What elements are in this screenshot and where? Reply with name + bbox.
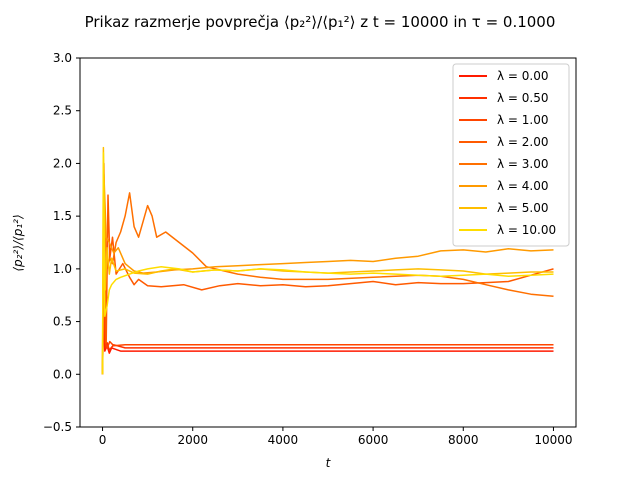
series-line-0: [101, 310, 554, 375]
legend-label: λ = 4.00: [497, 179, 549, 193]
y-tick-label: 1.0: [53, 262, 72, 276]
series-line-1: [101, 289, 554, 375]
series-line-7: [101, 152, 554, 375]
x-tick-label: 8000: [448, 433, 479, 447]
legend-label: λ = 1.00: [497, 113, 549, 127]
legend: λ = 0.00 λ = 0.50 λ = 1.00 λ = 2.00 λ = 3.00…: [452, 63, 570, 247]
y-tick-label: 2.5: [53, 104, 72, 118]
x-tick-label: 2000: [177, 433, 208, 447]
legend-label: λ = 3.00: [497, 157, 549, 171]
series-line-2: [101, 268, 554, 375]
legend-label: λ = 2.00: [497, 135, 549, 149]
y-tick-label: 0.0: [53, 367, 72, 381]
legend-label: λ = 0.00: [497, 69, 549, 83]
legend-label: λ = 0.50: [497, 91, 549, 105]
x-axis-label: t: [326, 456, 332, 470]
legend-label: λ = 10.00: [497, 223, 556, 237]
x-tick-label: 4000: [268, 433, 299, 447]
y-tick-label: −0.5: [43, 420, 72, 434]
axis-ticks: 0 2000 4000 6000 8000 10000 −0.5 0.0 0.5 1.0 1.5 2.…: [43, 51, 573, 447]
legend-label: λ = 5.00: [497, 201, 549, 215]
y-tick-label: 0.5: [53, 315, 72, 329]
x-tick-label: 6000: [358, 433, 389, 447]
y-tick-label: 3.0: [53, 51, 72, 65]
chart-title: Prikaz razmerje povprečja ⟨p₂²⟩/⟨p₁²⟩ z …: [85, 13, 556, 31]
series-line-3: [101, 162, 554, 375]
x-tick-label: 0: [99, 433, 107, 447]
axes-frame: [79, 57, 577, 428]
y-axis-label: ⟨p₂²⟩/⟨p₁²⟩: [11, 214, 25, 271]
y-tick-label: 1.5: [53, 209, 72, 223]
legend-box: [452, 63, 570, 247]
plot-area: [101, 146, 554, 375]
x-tick-label: 10000: [534, 433, 572, 447]
y-tick-label: 2.0: [53, 156, 72, 170]
series-line-5: [101, 173, 554, 375]
